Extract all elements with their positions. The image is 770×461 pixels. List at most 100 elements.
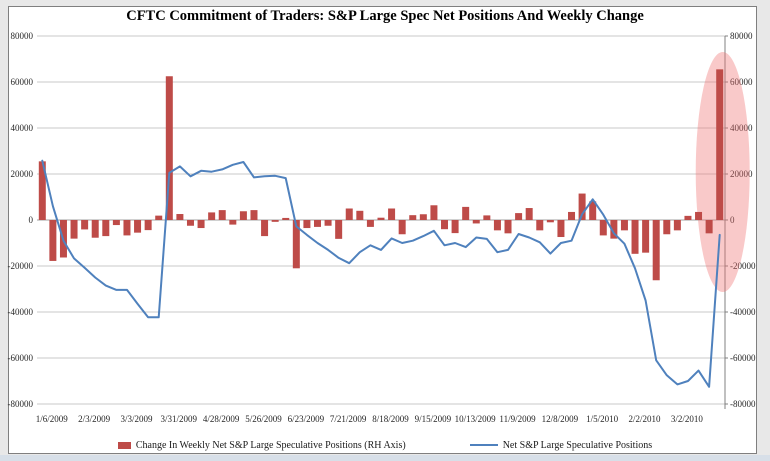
x-axis-tick-label: 11/9/2009 — [499, 414, 536, 424]
weekly-change-bar — [134, 220, 142, 233]
y-axis-left-tick-label: 0 — [29, 215, 34, 225]
legend-label-bars: Change In Weekly Net S&P Large Speculati… — [135, 439, 406, 451]
y-axis-left-tick-label: 60000 — [11, 77, 34, 87]
weekly-change-bar — [377, 217, 385, 220]
weekly-change-bar — [366, 220, 374, 227]
y-axis-left-tick-label: -40000 — [8, 307, 34, 317]
weekly-change-bar — [673, 220, 681, 231]
weekly-change-bar — [271, 220, 279, 222]
weekly-change-bar — [409, 215, 417, 220]
weekly-change-bar — [451, 220, 459, 234]
weekly-change-bar — [419, 214, 427, 220]
weekly-change-bar — [536, 220, 544, 231]
weekly-change-bar — [345, 208, 353, 220]
x-axis-tick-label: 9/15/2009 — [415, 414, 452, 424]
bottom-strip — [0, 455, 770, 461]
weekly-change-bar — [472, 220, 480, 224]
weekly-change-bar — [229, 220, 237, 225]
weekly-change-bar — [525, 208, 533, 220]
weekly-change-bar — [197, 220, 205, 229]
weekly-change-bar — [388, 208, 396, 220]
weekly-change-bar — [123, 220, 131, 236]
y-axis-left-tick-label: -60000 — [8, 353, 34, 363]
y-axis-left-tick-label: 80000 — [11, 31, 34, 41]
weekly-change-bar — [568, 211, 576, 220]
weekly-change-bar — [186, 220, 194, 226]
x-axis-tick-label: 8/18/2009 — [372, 414, 409, 424]
y-axis-left-tick-label: -80000 — [8, 399, 34, 409]
net-positions-line — [41, 159, 721, 388]
y-axis-right-tick-label: 80000 — [730, 31, 753, 41]
weekly-change-bar — [91, 220, 99, 238]
weekly-change-bar — [599, 220, 607, 236]
weekly-change-bar — [430, 205, 438, 220]
weekly-change-bar — [398, 220, 406, 235]
weekly-change-bar — [441, 220, 449, 230]
weekly-change-bar — [165, 76, 173, 220]
weekly-change-bar — [652, 220, 660, 281]
y-axis-right-tick-label: -80000 — [730, 399, 756, 409]
weekly-change-bar — [38, 161, 46, 220]
y-axis-right-tick-label: -20000 — [730, 261, 756, 271]
legend-label-line: Net S&P Large Speculative Positions — [502, 439, 653, 451]
weekly-change-bar — [81, 220, 89, 230]
legend: Change In Weekly Net S&P Large Speculati… — [0, 437, 770, 453]
x-axis-tick-label: 3/31/2009 — [161, 414, 198, 424]
weekly-change-bar — [515, 213, 523, 220]
weekly-change-bar — [313, 220, 321, 227]
y-axis-right-tick-label: 60000 — [730, 77, 753, 87]
y-axis-right-tick-label: 20000 — [730, 169, 753, 179]
weekly-change-bar — [546, 220, 554, 223]
weekly-change-bar — [49, 220, 57, 261]
x-axis-tick-label: 1/5/2010 — [586, 414, 619, 424]
bar-series-swatch-icon — [117, 441, 131, 449]
x-axis-tick-label: 10/13/2009 — [455, 414, 497, 424]
weekly-change-bar — [324, 220, 332, 226]
weekly-change-bar — [684, 215, 692, 220]
weekly-change-bar — [239, 211, 247, 220]
weekly-change-bar — [620, 220, 628, 231]
weekly-change-bar — [462, 206, 470, 220]
x-axis-tick-label: 3/2/2010 — [671, 414, 704, 424]
x-axis-tick-label: 2/2/2010 — [629, 414, 662, 424]
weekly-change-bar — [493, 220, 501, 231]
weekly-change-bar — [261, 220, 269, 237]
x-axis-tick-label: 12/8/2009 — [542, 414, 579, 424]
y-axis-left-tick-label: -20000 — [8, 261, 34, 271]
weekly-change-bar — [483, 215, 491, 220]
weekly-change-bar — [695, 211, 703, 220]
weekly-change-bar — [578, 193, 586, 220]
weekly-change-bar — [176, 214, 184, 220]
weekly-change-bar — [208, 212, 216, 220]
weekly-change-bar — [642, 220, 650, 253]
y-axis-right-tick-label: -60000 — [730, 353, 756, 363]
weekly-change-bar — [705, 220, 713, 234]
y-axis-left-tick-label: 20000 — [11, 169, 34, 179]
legend-item-line: Net S&P Large Speculative Positions — [469, 439, 653, 451]
x-axis-tick-label: 7/21/2009 — [330, 414, 367, 424]
weekly-change-bar — [589, 201, 597, 220]
weekly-change-bar — [303, 220, 311, 229]
weekly-change-bar — [155, 215, 163, 220]
x-axis-tick-label: 4/28/2009 — [203, 414, 240, 424]
weekly-change-bar — [70, 220, 78, 239]
line-series-swatch-icon — [469, 444, 498, 446]
weekly-change-bar — [112, 220, 120, 226]
y-axis-right-tick-label: -40000 — [730, 307, 756, 317]
weekly-change-bar — [144, 220, 152, 231]
weekly-change-bar — [504, 220, 512, 234]
weekly-change-bar — [716, 69, 724, 220]
y-axis-right-tick-label: 40000 — [730, 123, 753, 133]
x-axis-tick-label: 1/6/2009 — [36, 414, 69, 424]
weekly-change-bar — [292, 220, 300, 269]
weekly-change-bar — [335, 220, 343, 239]
x-axis-tick-label: 2/3/2009 — [78, 414, 111, 424]
weekly-change-bar — [557, 220, 565, 238]
chart-title: CFTC Commitment of Traders: S&P Large Sp… — [126, 8, 644, 24]
x-axis-tick-label: 6/23/2009 — [288, 414, 325, 424]
legend-item-bars: Change In Weekly Net S&P Large Speculati… — [117, 439, 406, 451]
weekly-change-bar — [250, 210, 258, 220]
weekly-change-bar — [610, 220, 618, 239]
weekly-change-bar — [102, 220, 110, 237]
